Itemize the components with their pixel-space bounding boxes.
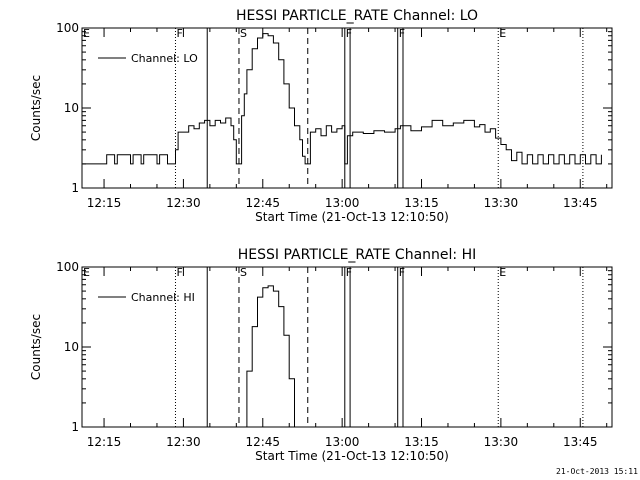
x-tick-label: 12:15 (87, 196, 122, 210)
y-tick-label: 100 (56, 260, 79, 274)
x-axis-label: Start Time (21-Oct-13 12:10:50) (255, 449, 449, 463)
y-tick-label: 1 (71, 420, 79, 434)
event-marker-letter: E (83, 266, 90, 279)
x-tick-label: 13:30 (484, 435, 519, 449)
event-marker-letter: F (346, 266, 352, 279)
x-axis-label: Start Time (21-Oct-13 12:10:50) (255, 210, 449, 224)
x-tick-label: 13:45 (563, 196, 598, 210)
event-marker-letter: E (83, 27, 90, 40)
y-tick-label: 10 (64, 101, 79, 115)
x-tick-label: 13:00 (325, 196, 360, 210)
x-tick-label: 12:30 (166, 196, 201, 210)
y-tick-label: 10 (64, 340, 79, 354)
event-marker-letter: F (346, 27, 352, 40)
legend-label: Channel: HI (131, 291, 195, 304)
y-tick-label: 1 (71, 181, 79, 195)
x-tick-label: 13:30 (484, 196, 519, 210)
event-marker-letter: E (499, 27, 506, 40)
series-line (82, 33, 602, 165)
x-tick-label: 12:45 (245, 435, 280, 449)
x-tick-label: 12:30 (166, 435, 201, 449)
x-tick-label: 13:45 (563, 435, 598, 449)
event-marker-letter: F (176, 27, 182, 40)
series-line (244, 285, 295, 428)
x-tick-label: 12:45 (245, 196, 280, 210)
y-axis-label: Counts/sec (29, 75, 43, 141)
chart-title: HESSI PARTICLE_RATE Channel: HI (238, 247, 476, 263)
event-marker-letter: F (399, 27, 405, 40)
chart-panel-0: HESSI PARTICLE_RATE Channel: LO 1 10 100 12:… (29, 8, 613, 224)
event-marker-letter: E (499, 266, 506, 279)
event-marker-letter: F (176, 266, 182, 279)
x-tick-label: 13:15 (404, 196, 439, 210)
legend-label: Channel: LO (131, 52, 198, 65)
x-tick-label: 13:15 (404, 435, 439, 449)
event-marker-letter: S (240, 266, 247, 279)
event-marker-letter: F (399, 266, 405, 279)
chart-panel-1: HESSI PARTICLE_RATE Channel: HI 1 10 100 12:… (29, 247, 613, 463)
x-tick-label: 13:00 (325, 435, 360, 449)
plot-timestamp: 21-Oct-2013 15:11 (556, 467, 638, 476)
chart-title: HESSI PARTICLE_RATE Channel: LO (236, 8, 478, 24)
y-tick-label: 100 (56, 21, 79, 35)
y-axis-label: Counts/sec (29, 314, 43, 380)
x-tick-label: 12:15 (87, 435, 122, 449)
event-marker-letter: S (240, 27, 247, 40)
